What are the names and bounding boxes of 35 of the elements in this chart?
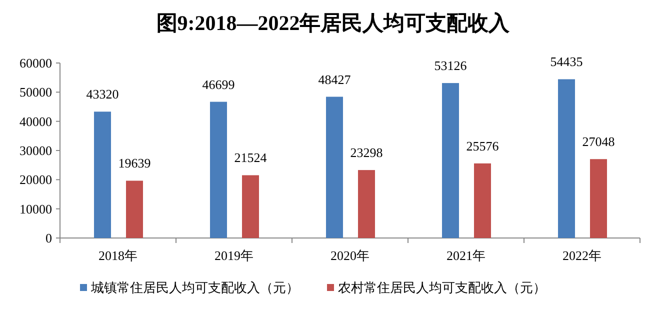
legend-label: 农村常住居民人均可支配收入（元） [338,280,546,295]
y-tick-label: 20000 [20,172,52,188]
x-tick-label: 2022年 [562,248,602,263]
x-tick-label: 2020年 [330,248,370,263]
data-label: 43320 [86,86,119,102]
data-label: 21524 [234,150,268,166]
data-label: 23298 [350,145,383,160]
x-tick-label: 2018年 [98,248,138,263]
legend-label: 城镇常住居民人均可支配收入（元） [90,280,299,295]
data-label: 54435 [550,54,583,70]
data-label: 27048 [582,134,615,150]
bar [242,175,259,238]
data-label: 19639 [118,156,151,171]
data-label: 53126 [434,58,468,74]
y-tick-label: 10000 [20,201,52,216]
bar [94,112,111,238]
bar [358,170,375,238]
bar [590,159,607,238]
x-tick-label: 2021年 [446,248,486,263]
bar [442,83,459,238]
data-label: 25576 [466,138,500,154]
bar [558,79,575,238]
y-tick-label: 40000 [20,114,52,129]
y-tick-label: 0 [46,230,52,246]
y-tick-label: 50000 [20,84,52,100]
bar [326,96,343,238]
chart-title: 图9:2018—2022年居民人均可支配收入 [156,11,511,35]
bar [126,180,143,238]
y-tick-label: 60000 [20,56,52,70]
bar [474,163,491,238]
bar [210,102,227,238]
y-tick-label: 30000 [20,143,52,158]
data-label: 48427 [318,72,352,87]
x-tick-label: 2019年 [214,248,254,263]
data-label: 46699 [202,76,235,92]
